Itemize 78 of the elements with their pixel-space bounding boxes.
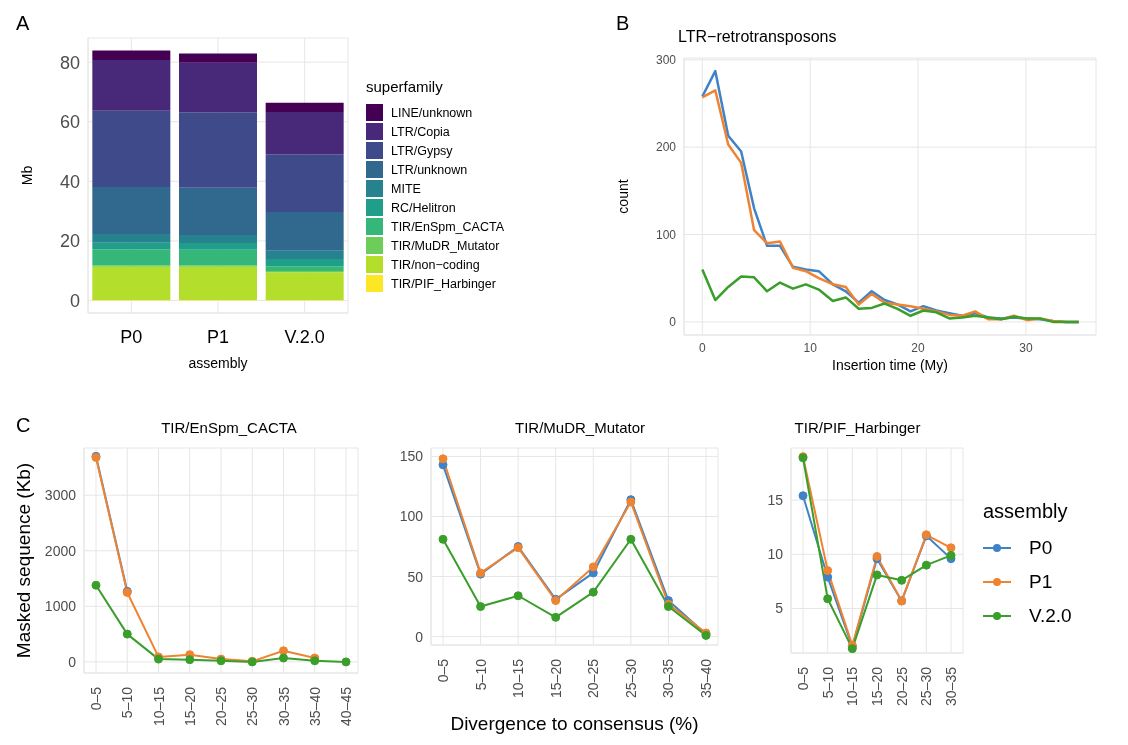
y-tick-label: 15: [767, 492, 784, 509]
y-tick-label: 60: [59, 112, 80, 133]
y-tick-label: 5: [775, 600, 784, 617]
x-tick-label: 0–5: [88, 686, 104, 711]
x-tick-label: 30–35: [275, 686, 292, 726]
x-tick-label: 30–35: [660, 658, 677, 698]
x-tick-label: 0: [698, 340, 706, 355]
y-tick-label: 20: [59, 231, 80, 252]
x-tick-label: 10–15: [150, 686, 167, 726]
y-tick-label: 0: [69, 290, 80, 311]
x-tick-label: 40–45: [338, 686, 354, 726]
x-tick-label: 20–25: [213, 686, 229, 726]
y-tick-label: 0: [669, 315, 677, 330]
y-tick-label: 100: [655, 227, 677, 242]
x-tick-label: V.2.0: [284, 327, 325, 347]
chart-title: TIR/PIF_Harbinger: [794, 419, 921, 438]
x-tick-label: 20: [911, 340, 926, 355]
y-tick-label: 10: [767, 546, 784, 563]
y-tick-label: 150: [399, 448, 424, 465]
x-tick-label: 15–20: [869, 666, 885, 706]
legend-label: TIR/non−coding: [391, 257, 480, 272]
legend-label: LINE/unknown: [391, 105, 473, 120]
legend-title: assembly: [983, 500, 1069, 523]
x-tick-label: 15–20: [547, 658, 564, 698]
legend-label: LTR/Gypsy: [391, 143, 453, 158]
x-tick-label: 30–35: [943, 666, 959, 706]
x-tick-label: 35–40: [306, 686, 323, 726]
x-tick-label: 20–25: [893, 666, 910, 706]
legend-label: P0: [1029, 537, 1053, 559]
x-tick-label: 10–15: [844, 666, 861, 706]
legend-label: MITE: [391, 181, 421, 196]
x-tick-label: 10: [803, 340, 818, 355]
legend-label: TIR/EnSpm_CACTA: [391, 219, 504, 234]
y-tick-label: 1000: [44, 598, 77, 615]
x-tick-label: 25–30: [622, 658, 639, 698]
legend-label: LTR/Copia: [391, 124, 450, 139]
legend-label: V.2.0: [1029, 605, 1072, 627]
x-axis-title: Insertion time (My): [832, 357, 948, 373]
x-axis-title: assembly: [188, 355, 248, 371]
y-axis-title: Mb: [18, 165, 35, 186]
legend-label: RC/Helitron: [391, 200, 456, 215]
y-tick-label: 300: [655, 53, 677, 68]
x-tick-label: 20–25: [585, 658, 602, 698]
text: B: [616, 12, 630, 35]
chart-title: TIR/EnSpm_CACTA: [161, 419, 297, 438]
x-tick-label: 25–30: [918, 666, 935, 706]
y-tick-label: 3000: [44, 487, 77, 504]
text: A: [16, 12, 30, 35]
legend-title: superfamily: [366, 78, 444, 95]
legend-label: TIR/MuDR_Mutator: [391, 238, 500, 253]
x-tick-label: 30: [1019, 340, 1033, 355]
chart-title: TIR/MuDR_Mutator: [514, 419, 646, 438]
y-tick-label: 100: [399, 508, 424, 525]
x-tick-label: 15–20: [181, 686, 198, 726]
x-tick-label: P0: [120, 327, 143, 347]
y-tick-label: 40: [59, 171, 80, 192]
y-tick-label: 200: [655, 140, 677, 155]
y-tick-label: 0: [415, 628, 424, 645]
text: C: [16, 414, 31, 437]
chart-title: LTR−retrotransposons: [678, 28, 837, 47]
x-tick-label: 10–15: [510, 658, 527, 698]
x-tick-label: 35–40: [698, 658, 714, 698]
legend-label: P1: [1029, 571, 1053, 593]
x-tick-label: 5–10: [819, 666, 836, 699]
x-tick-label: 25–30: [244, 686, 261, 726]
y-tick-label: 2000: [44, 542, 77, 559]
x-tick-label: 5–10: [472, 658, 489, 691]
x-tick-label: 0–5: [435, 658, 451, 683]
legend-label: LTR/unknown: [391, 162, 468, 177]
x-tick-label: 5–10: [119, 686, 136, 719]
y-tick-label: 80: [59, 52, 80, 73]
x-tick-label: P1: [206, 327, 230, 347]
legend-label: TIR/PIF_Harbinger: [391, 276, 496, 291]
y-tick-label: 50: [407, 568, 424, 585]
y-axis-title: count: [614, 179, 631, 214]
x-axis-title: Divergence to consensus (%): [450, 713, 699, 734]
y-axis-title: Masked sequence (Kb): [12, 462, 34, 659]
x-tick-label: 0–5: [795, 666, 811, 691]
